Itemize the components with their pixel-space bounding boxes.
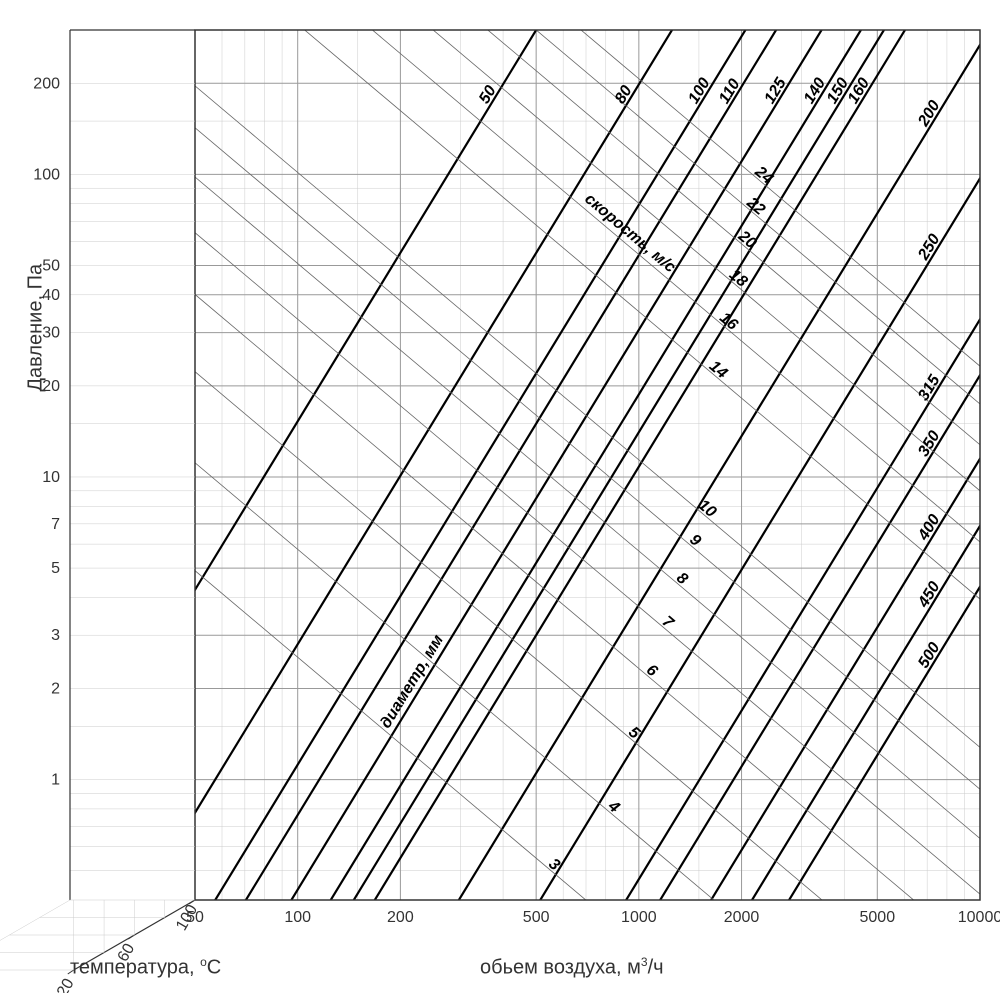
- temp-axis-label: температура, oC: [70, 955, 221, 980]
- y-tick: 2: [51, 680, 60, 697]
- y-tick: 7: [51, 516, 60, 533]
- chart-container: 5010020050010002000500010000123571020304…: [0, 0, 1000, 993]
- y-tick: 1: [51, 772, 60, 789]
- x-tick: 100: [284, 909, 311, 926]
- x-tick: 10000: [958, 909, 1000, 926]
- y-tick: 200: [33, 75, 60, 92]
- x-tick: 500: [523, 909, 550, 926]
- nomogram-chart: 5010020050010002000500010000123571020304…: [0, 0, 1000, 993]
- x-tick: 5000: [860, 909, 896, 926]
- y-tick: 5: [51, 560, 60, 577]
- y-tick: 10: [42, 469, 60, 486]
- y-tick: 100: [33, 166, 60, 183]
- y-tick: 3: [51, 627, 60, 644]
- y-axis-label: Давление, Па: [25, 252, 48, 392]
- x-axis-label: обьем воздуха, м3/ч: [480, 955, 664, 980]
- x-tick: 200: [387, 909, 414, 926]
- x-tick: 1000: [621, 909, 657, 926]
- x-tick: 2000: [724, 909, 760, 926]
